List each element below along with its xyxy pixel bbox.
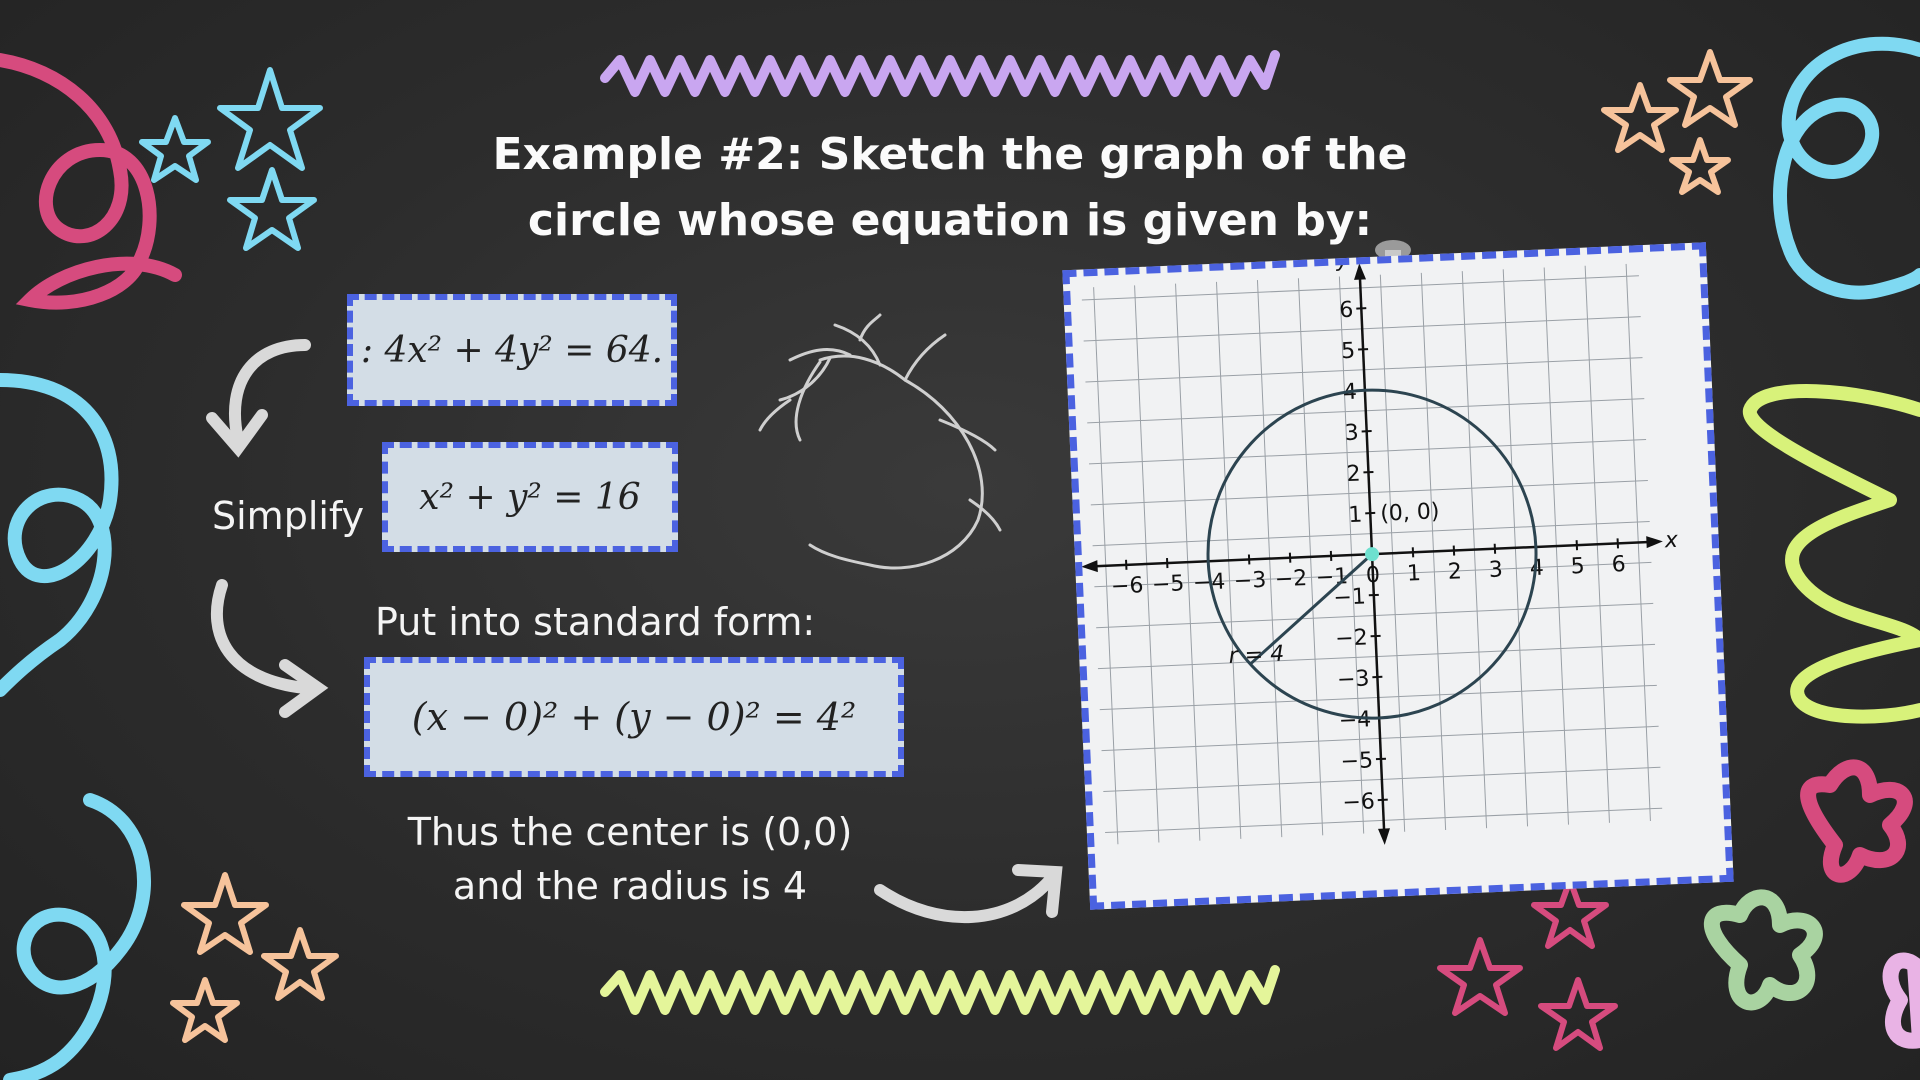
tree-circle-icon (758, 313, 1002, 570)
page-title: Example #2: Sketch the graph of the circ… (440, 122, 1460, 254)
circle-curve (1206, 388, 1538, 720)
y-tick-label: −3 (1337, 666, 1370, 692)
equation-box-original: : 4x² + 4y² = 64. (347, 294, 677, 406)
y-tick-label: −1 (1333, 584, 1366, 610)
standard-form-label: Put into standard form: (375, 600, 816, 644)
y-tick-label: −4 (1338, 707, 1371, 733)
equation-box-standard: (x − 0)² + (y − 0)² = 4² (364, 657, 904, 777)
x-tick-label: 2 (1447, 559, 1462, 585)
cyan-swirl-right-icon (1773, 36, 1920, 300)
y-tick-label: −6 (1342, 789, 1375, 815)
simplify-label: Simplify (212, 494, 365, 538)
x-axis-arrow-right (1646, 536, 1663, 549)
x-axis-arrow-left (1081, 560, 1098, 573)
y-tick-label: 3 (1344, 421, 1359, 447)
pink-swirl-icon (0, 53, 182, 310)
center-label: (0, 0) (1380, 499, 1440, 527)
flower-pink-icon (1800, 759, 1913, 883)
conclusion-text: Thus the center is (0,0) and the radius … (380, 805, 880, 913)
y-tick-label: 5 (1341, 339, 1356, 365)
cyan-swirl-bottom-icon (3, 793, 151, 1080)
x-axis-label: x (1663, 528, 1679, 554)
radius-line (1249, 552, 1374, 666)
star-cluster-bottom-left-icon (170, 872, 339, 1043)
center-point (1365, 547, 1380, 562)
radius-label: r = 4 (1228, 642, 1285, 669)
conclusion-line-1: Thus the center is (0,0) (407, 810, 853, 854)
y-tick-label: 2 (1346, 462, 1361, 488)
star-cluster-top-right-icon (1601, 49, 1753, 195)
x-tick-label: −6 (1110, 573, 1143, 599)
title-line-2: circle whose equation is given by: (527, 195, 1373, 246)
equation-box-simplified: x² + y² = 16 (382, 442, 678, 552)
yellow-green-swirl-icon (1742, 384, 1920, 724)
y-tick-label: 1 (1348, 503, 1363, 529)
equation-original: : 4x² + 4y² = 64. (360, 329, 664, 371)
y-tick-label: −2 (1335, 625, 1368, 651)
star-cluster-top-left-icon (139, 67, 323, 251)
x-tick-label: −2 (1274, 566, 1307, 592)
y-axis-arrow-down (1378, 828, 1390, 845)
star-cluster-bottom-right-icon (1437, 877, 1618, 1051)
curved-arrow-3-icon (874, 864, 1063, 924)
x-tick-label: 5 (1570, 554, 1585, 580)
title-line-1: Example #2: Sketch the graph of the (492, 129, 1408, 180)
curved-arrow-2-icon (210, 579, 329, 718)
yellow-zigzag-icon (600, 965, 1280, 1015)
flower-lavender-icon (1882, 952, 1920, 1049)
conclusion-line-2: and the radius is 4 (452, 864, 808, 908)
equation-simplified: x² + y² = 16 (419, 476, 641, 518)
cyan-swirl-left-icon (0, 373, 119, 697)
y-tick-label: 6 (1339, 298, 1354, 324)
y-tick-label: −5 (1340, 748, 1373, 774)
x-tick-label: −1 (1315, 564, 1348, 590)
purple-zigzag-icon (600, 50, 1280, 97)
graph-card: x y −6 −5 −4 −3 −2 −1 0 1 2 3 4 5 6 6 5 4 3 2 1 −1 −2 −3 −4 −5 −6(… (1062, 242, 1734, 910)
x-tick-label: −5 (1151, 571, 1184, 597)
x-tick-label: 1 (1406, 561, 1421, 587)
x-tick-label: 6 (1611, 552, 1626, 578)
x-tick-label: 0 (1365, 563, 1380, 589)
x-tick-label: 3 (1488, 557, 1503, 583)
curved-arrow-1-icon (206, 339, 311, 458)
circle-graph: xy−6 −5 −4 −3 −2 −1 0 1 2 3 4 5 6654321−1−2−3−4−5−6(… (1081, 247, 1679, 845)
flower-green-icon (1703, 889, 1823, 1011)
x-tick-label: −3 (1233, 568, 1266, 594)
y-axis-arrow-up (1354, 263, 1367, 280)
equation-standard: (x − 0)² + (y − 0)² = 4² (411, 695, 857, 739)
